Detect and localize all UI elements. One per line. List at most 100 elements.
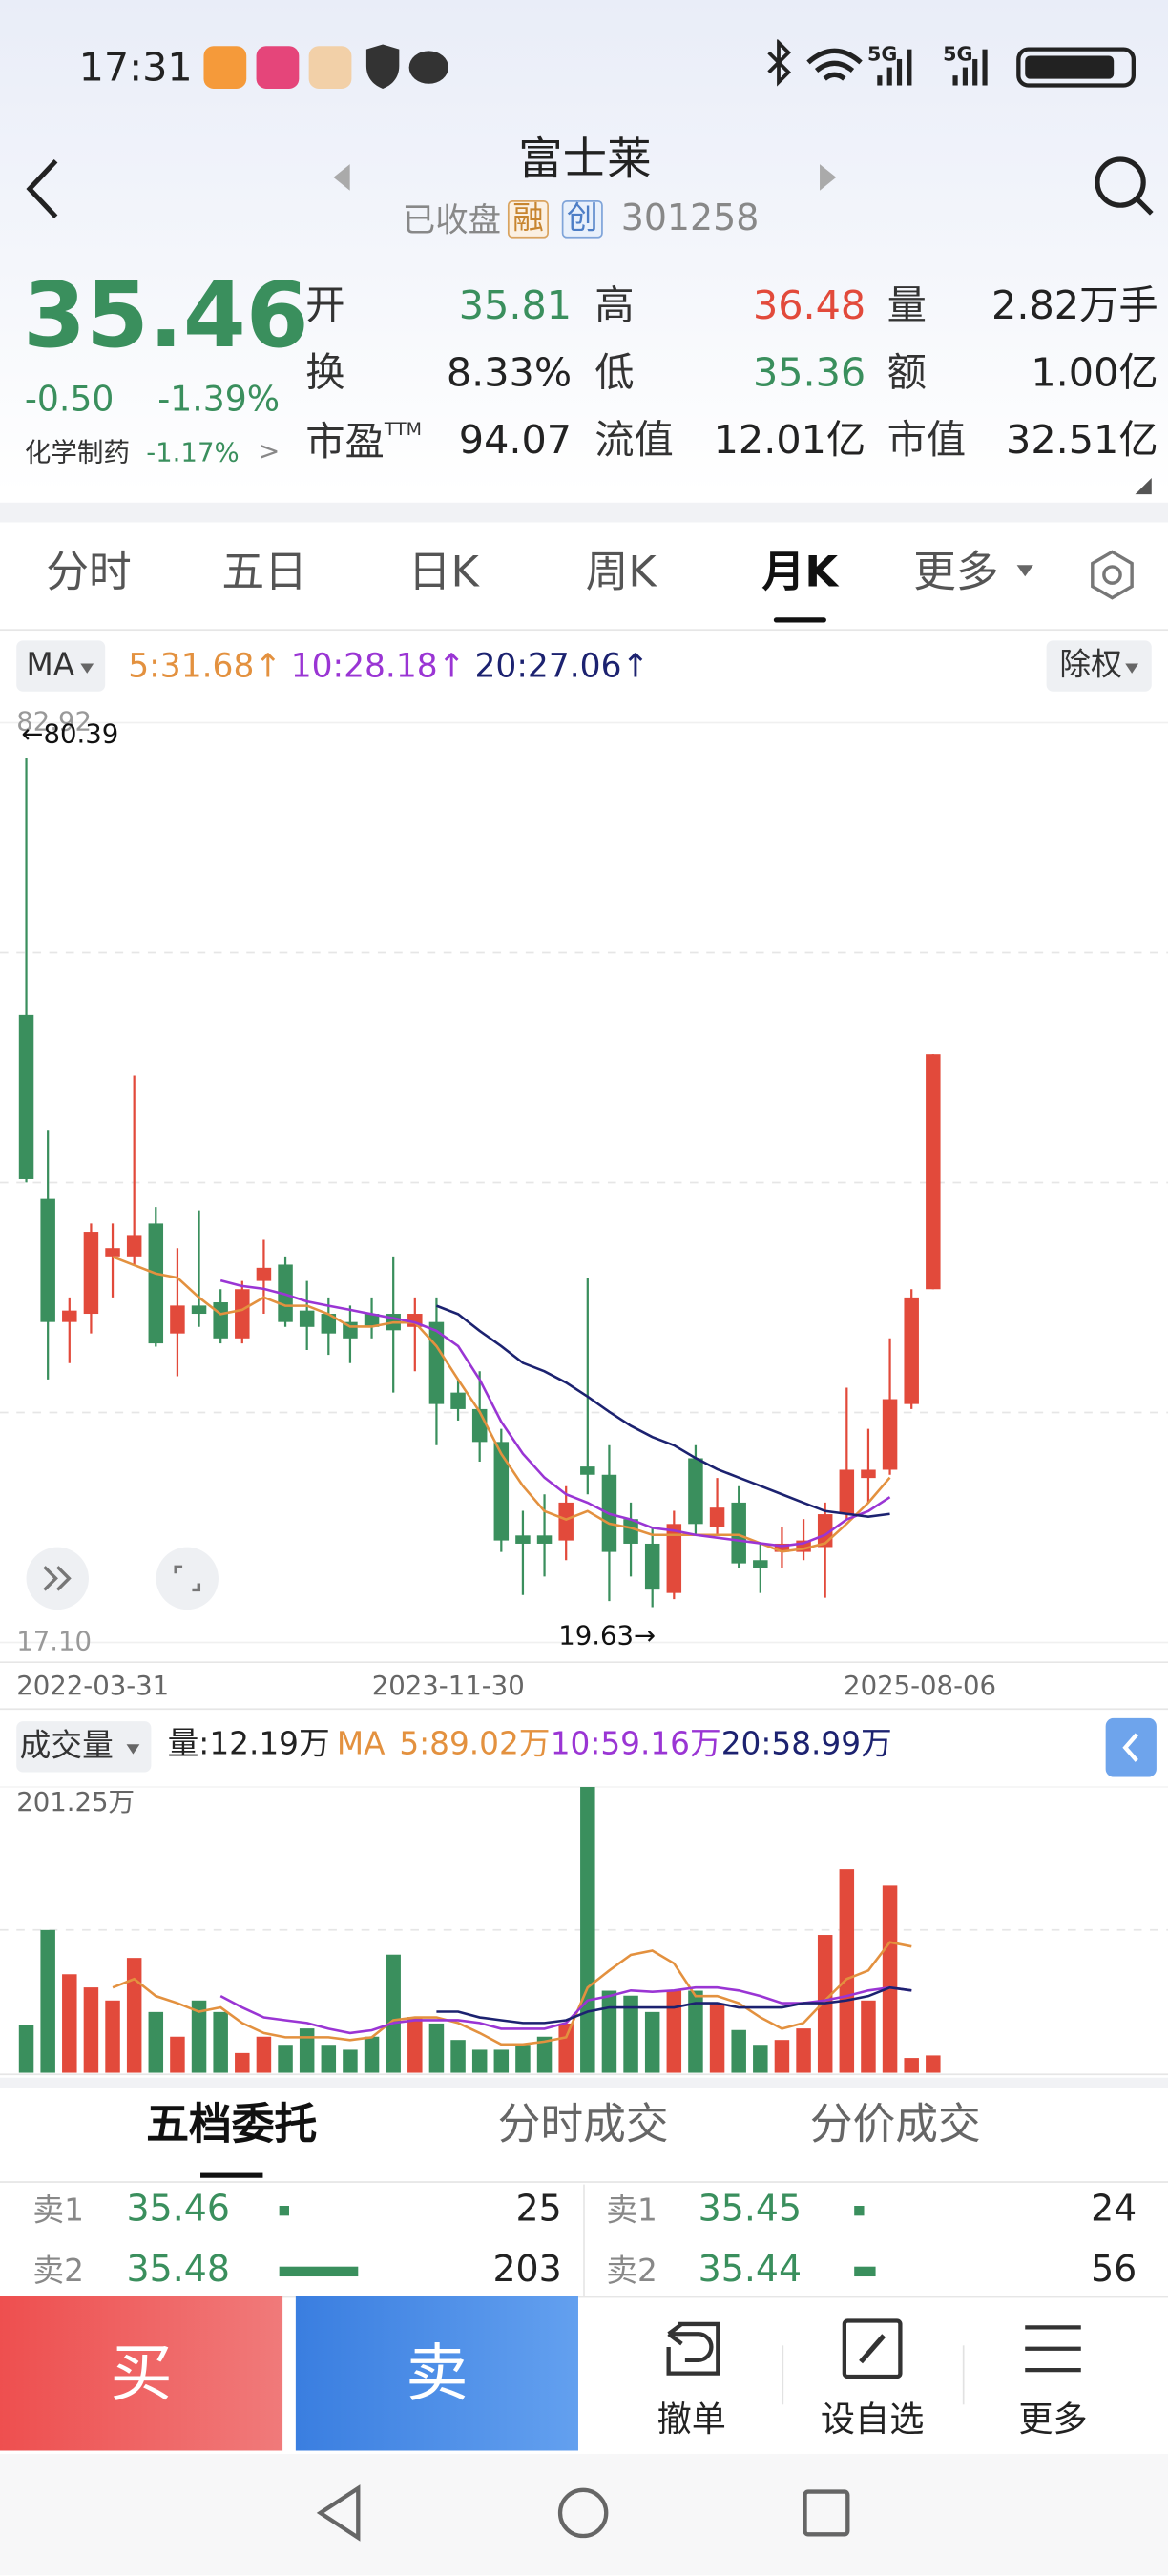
max-label: ←80.39 [21, 718, 118, 749]
candle-body [364, 1314, 380, 1327]
settings-button[interactable] [1086, 549, 1138, 601]
volume-bar [688, 1990, 703, 2073]
ma-line [436, 1985, 912, 2025]
ma-selector-label[interactable]: MA [26, 647, 75, 684]
expand-button[interactable] [25, 1546, 91, 1611]
signal-label: 5G [943, 42, 973, 66]
prev-stock[interactable] [328, 162, 355, 192]
volume-bar [386, 1954, 401, 2073]
volume-bar [882, 1885, 898, 2073]
status-time: 17:31 [78, 44, 193, 91]
ma-legend: 20:27.06↑ [474, 645, 650, 685]
adjust-label[interactable]: 除权 [1059, 647, 1122, 684]
back-button[interactable] [20, 156, 70, 222]
candle-body [83, 1232, 99, 1315]
candle-body [882, 1399, 898, 1470]
volume-bar [861, 2000, 876, 2073]
price-change: -0.50 [24, 379, 115, 419]
volume-bar [666, 1990, 682, 2073]
search-button[interactable] [1091, 153, 1157, 218]
volume-bar [493, 2049, 510, 2073]
sector-name: 化学制药 [24, 436, 131, 468]
tab-underline [773, 617, 826, 623]
stock-code: 301258 [620, 198, 760, 240]
expand-corner[interactable] [1134, 476, 1154, 496]
order-side: 卖2 [606, 2253, 657, 2290]
volume-selector-label[interactable]: 成交量 [19, 1728, 114, 1764]
candle-body [904, 1297, 919, 1404]
nav-recent[interactable] [802, 2488, 851, 2538]
candle-body [148, 1223, 164, 1344]
divider [583, 2184, 585, 2296]
sector-more[interactable]: > [258, 435, 281, 467]
period-tab[interactable]: 分时 [46, 548, 132, 598]
volume-bar [580, 1787, 595, 2073]
more-icon[interactable] [1022, 2322, 1084, 2375]
cancel-icon[interactable] [662, 2317, 724, 2379]
candle-body [450, 1392, 466, 1409]
field-label-sup: TTM [384, 418, 423, 441]
caret [1125, 663, 1139, 674]
buy-label[interactable]: 买 [110, 2337, 173, 2410]
candle-body [861, 1469, 876, 1479]
divider [0, 1708, 1168, 1711]
order-tab[interactable]: 分时成交 [497, 2100, 669, 2150]
next-stock[interactable] [815, 162, 842, 192]
divider [962, 2345, 965, 2405]
volume-bar [558, 2023, 574, 2073]
candle-body [580, 1466, 595, 1475]
period-tab[interactable]: 更多 [913, 548, 999, 598]
fullscreen-button[interactable] [155, 1546, 220, 1611]
price-change-pct: -1.39% [157, 379, 281, 419]
volume-bar [774, 2040, 790, 2073]
volume-bar [536, 2036, 553, 2073]
candle-body [493, 1442, 510, 1541]
field-label: 高 [594, 282, 635, 329]
candle-body [926, 1054, 941, 1290]
order-qty-bar [854, 2206, 864, 2216]
field-label: 低 [594, 349, 635, 396]
volume-bar [105, 2000, 120, 2073]
nav-back[interactable] [312, 2483, 371, 2543]
more-label[interactable]: 更多 [1018, 2399, 1088, 2440]
candle-body [235, 1289, 250, 1339]
candle-body [18, 1014, 34, 1179]
status-icons [203, 44, 448, 89]
ma-line [112, 1941, 912, 2046]
volume-bar [515, 2045, 531, 2073]
sell-button[interactable] [295, 2296, 578, 2451]
volume-ma-prefix: MA [336, 1726, 386, 1763]
field-label: 市值 [886, 417, 967, 464]
candle-body [709, 1507, 725, 1527]
volume-bar [62, 1974, 77, 2073]
x-tick-label: 2025-08-06 [844, 1671, 996, 1701]
collapse-button[interactable] [1105, 1717, 1157, 1777]
volume-bar [40, 1929, 55, 2073]
period-tab[interactable]: 日K [407, 548, 479, 598]
caret [80, 663, 94, 674]
sell-label[interactable]: 卖 [406, 2337, 469, 2410]
period-tab[interactable]: 周K [585, 548, 657, 598]
order-tab[interactable]: 五档委托 [146, 2100, 318, 2150]
candle-body [536, 1535, 553, 1544]
field-value: 12.01亿 [713, 417, 866, 464]
volume-ma-legend: 20:58.99万 [720, 1726, 892, 1763]
buy-button[interactable] [0, 2296, 283, 2451]
order-tab[interactable]: 分价成交 [809, 2100, 981, 2150]
volume-bar [731, 2029, 746, 2073]
volume-bar [235, 2052, 250, 2073]
candle-body [105, 1248, 120, 1257]
period-tab[interactable]: 月K [761, 548, 839, 598]
candle-body [213, 1302, 228, 1339]
period-tab[interactable]: 五日 [221, 548, 307, 598]
volume-bar [753, 2045, 768, 2073]
watchlist-label[interactable]: 设自选 [820, 2399, 925, 2440]
candle-body [623, 1519, 638, 1544]
volume-bar [407, 2017, 423, 2073]
volume-bar [904, 2058, 919, 2073]
y-tick-label: 201.25万 [16, 1787, 135, 1818]
watchlist-icon[interactable] [841, 2317, 903, 2379]
volume-bar [256, 2036, 272, 2073]
nav-home[interactable] [555, 2485, 612, 2542]
cancel-label[interactable]: 撤单 [657, 2399, 726, 2440]
